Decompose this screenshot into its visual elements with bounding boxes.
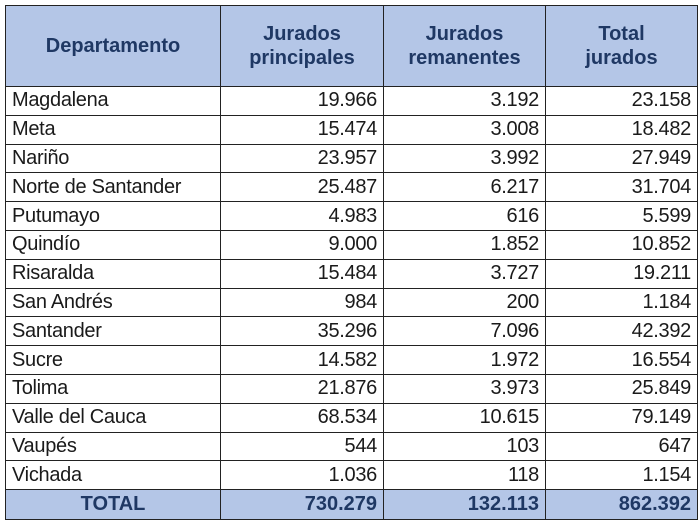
header-departamento: Departamento [5, 5, 221, 87]
cell-remanentes: 3.727 [383, 258, 546, 289]
header-total-jurados: Total jurados [545, 5, 698, 87]
table-row: Norte de Santander 25.487 6.217 31.704 [5, 172, 698, 203]
total-principales: 730.279 [220, 489, 384, 521]
cell-remanentes: 1.972 [383, 345, 546, 375]
cell-departamento: Vichada [5, 460, 221, 491]
cell-departamento: Sucre [5, 345, 221, 375]
cell-total: 27.949 [545, 143, 698, 174]
cell-principales: 21.876 [220, 373, 384, 404]
cell-total: 42.392 [545, 316, 698, 347]
cell-departamento: Putumayo [5, 201, 221, 231]
table-row: Santander 35.296 7.096 42.392 [5, 316, 698, 347]
cell-total: 1.154 [545, 460, 698, 491]
table-row: Vichada 1.036 118 1.154 [5, 460, 698, 491]
table-row: Tolima 21.876 3.973 25.849 [5, 373, 698, 404]
cell-departamento: Magdalena [5, 86, 221, 116]
cell-principales: 15.474 [220, 114, 384, 145]
table-row: Risaralda 15.484 3.727 19.211 [5, 258, 698, 289]
cell-departamento: Valle del Cauca [5, 402, 221, 433]
cell-principales: 1.036 [220, 460, 384, 491]
cell-total: 23.158 [545, 86, 698, 116]
cell-principales: 4.983 [220, 201, 384, 231]
cell-departamento: Tolima [5, 373, 221, 404]
table-row: Sucre 14.582 1.972 16.554 [5, 345, 698, 375]
cell-principales: 984 [220, 287, 384, 318]
cell-remanentes: 6.217 [383, 172, 546, 203]
cell-principales: 35.296 [220, 316, 384, 347]
cell-departamento: Quindío [5, 229, 221, 260]
cell-total: 10.852 [545, 229, 698, 260]
cell-departamento: San Andrés [5, 287, 221, 318]
total-label: TOTAL [5, 489, 221, 521]
cell-principales: 19.966 [220, 86, 384, 116]
total-remanentes: 132.113 [383, 489, 546, 521]
cell-principales: 23.957 [220, 143, 384, 174]
cell-total: 647 [545, 431, 698, 462]
table-row: Meta 15.474 3.008 18.482 [5, 114, 698, 145]
cell-remanentes: 1.852 [383, 229, 546, 260]
cell-remanentes: 3.992 [383, 143, 546, 174]
total-row: TOTAL 730.279 132.113 862.392 [5, 489, 698, 521]
cell-remanentes: 3.973 [383, 373, 546, 404]
table-row: Valle del Cauca 68.534 10.615 79.149 [5, 402, 698, 433]
cell-remanentes: 7.096 [383, 316, 546, 347]
table-row: Magdalena 19.966 3.192 23.158 [5, 86, 698, 116]
cell-total: 25.849 [545, 373, 698, 404]
cell-remanentes: 3.192 [383, 86, 546, 116]
cell-principales: 25.487 [220, 172, 384, 203]
cell-departamento: Risaralda [5, 258, 221, 289]
table-row: San Andrés 984 200 1.184 [5, 287, 698, 318]
cell-total: 1.184 [545, 287, 698, 318]
cell-remanentes: 616 [383, 201, 546, 231]
cell-remanentes: 10.615 [383, 402, 546, 433]
jurados-table: Departamento Jurados principales Jurados… [5, 5, 698, 521]
cell-principales: 9.000 [220, 229, 384, 260]
header-jurados-principales: Jurados principales [220, 5, 384, 87]
cell-total: 19.211 [545, 258, 698, 289]
cell-principales: 15.484 [220, 258, 384, 289]
cell-departamento: Santander [5, 316, 221, 347]
total-jurados: 862.392 [545, 489, 698, 521]
cell-remanentes: 103 [383, 431, 546, 462]
table-row: Putumayo 4.983 616 5.599 [5, 201, 698, 231]
cell-total: 5.599 [545, 201, 698, 231]
cell-principales: 14.582 [220, 345, 384, 375]
cell-departamento: Vaupés [5, 431, 221, 462]
cell-remanentes: 3.008 [383, 114, 546, 145]
cell-principales: 544 [220, 431, 384, 462]
cell-total: 79.149 [545, 402, 698, 433]
cell-total: 16.554 [545, 345, 698, 375]
cell-departamento: Meta [5, 114, 221, 145]
table-row: Vaupés 544 103 647 [5, 431, 698, 462]
cell-remanentes: 200 [383, 287, 546, 318]
cell-total: 31.704 [545, 172, 698, 203]
header-row: Departamento Jurados principales Jurados… [5, 5, 698, 87]
cell-principales: 68.534 [220, 402, 384, 433]
header-jurados-remanentes: Jurados remanentes [383, 5, 546, 87]
cell-total: 18.482 [545, 114, 698, 145]
cell-departamento: Norte de Santander [5, 172, 221, 203]
cell-departamento: Nariño [5, 143, 221, 174]
table-row: Quindío 9.000 1.852 10.852 [5, 229, 698, 260]
cell-remanentes: 118 [383, 460, 546, 491]
table-row: Nariño 23.957 3.992 27.949 [5, 143, 698, 174]
